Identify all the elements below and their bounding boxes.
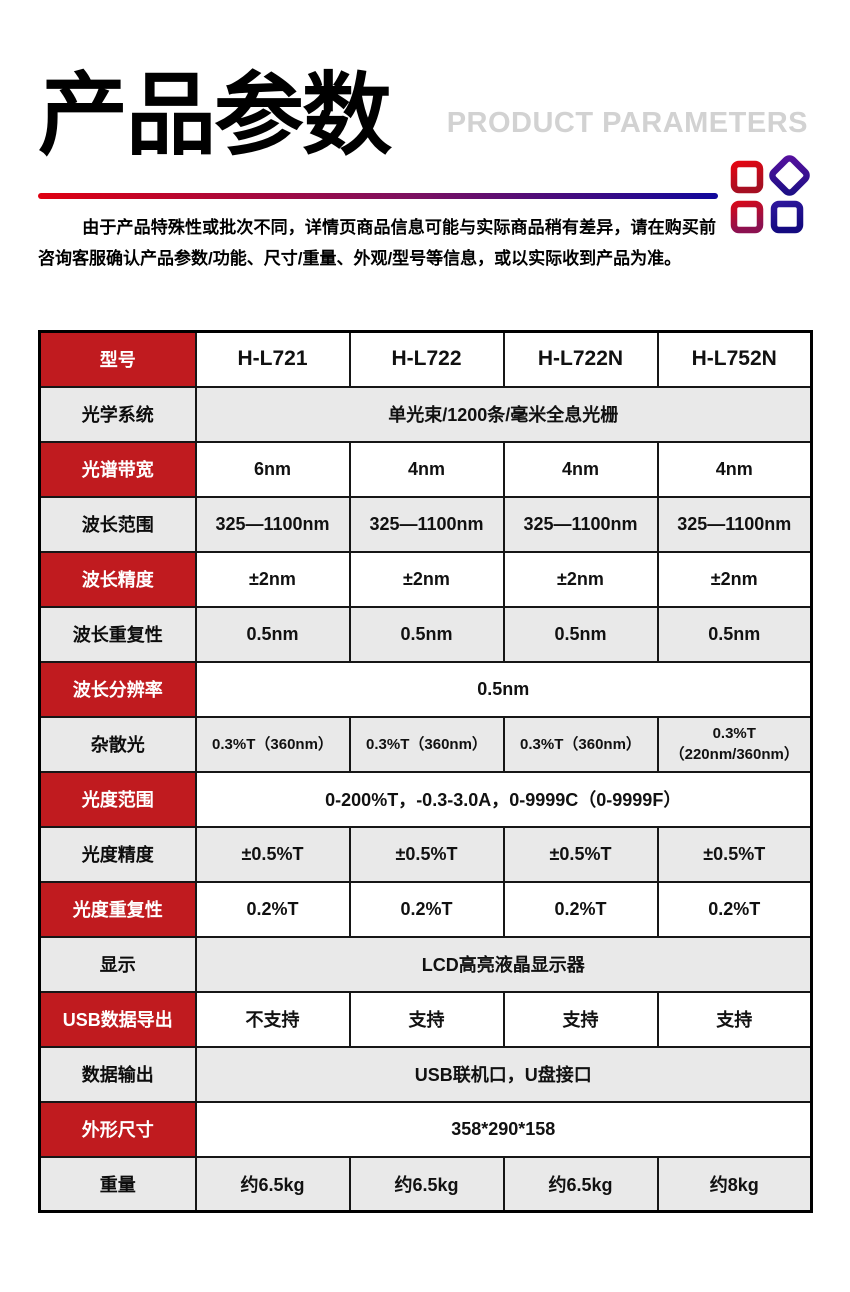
param-label: 波长重复性 [38,605,197,663]
param-value-span: 358*290*158 [194,1100,813,1158]
param-value: 325—1100nm [656,495,813,553]
param-value: H-L752N [656,330,813,388]
table-row-usb-export: USB数据导出 不支持 支持 支持 支持 [38,990,813,1048]
table-row-weight: 重量 约6.5kg 约6.5kg 约6.5kg 约8kg [38,1155,813,1213]
table-row-model: 型号 H-L721 H-L722 H-L722N H-L752N [38,330,813,388]
table-row-wavelength-repeatability: 波长重复性 0.5nm 0.5nm 0.5nm 0.5nm [38,605,813,663]
param-value: ±0.5%T [348,825,505,883]
table-row-bandwidth: 光谱带宽 6nm 4nm 4nm 4nm [38,440,813,498]
page-subtitle-en: PRODUCT PARAMETERS [446,107,808,139]
table-row-photometric-repeatability: 光度重复性 0.2%T 0.2%T 0.2%T 0.2%T [38,880,813,938]
param-value: 不支持 [194,990,351,1048]
param-value: 0.3%T（360nm） [348,715,505,773]
param-label: 光度重复性 [38,880,197,938]
table-row-stray-light: 杂散光 0.3%T（360nm） 0.3%T（360nm） 0.3%T（360n… [38,715,813,773]
param-value: 约6.5kg [348,1155,505,1213]
param-value-span: 单光束/1200条/毫米全息光栅 [194,385,813,443]
table-row-optical-system: 光学系统 单光束/1200条/毫米全息光栅 [38,385,813,443]
table-row-photometric-range: 光度范围 0-200%T，-0.3-3.0A，0-9999C（0-9999F） [38,770,813,828]
param-value: 325—1100nm [348,495,505,553]
param-value: 6nm [194,440,351,498]
param-value: 4nm [502,440,659,498]
param-value: 4nm [656,440,813,498]
param-value-span: LCD高亮液晶显示器 [194,935,813,993]
param-value: 0.5nm [348,605,505,663]
table-row-data-output: 数据输出 USB联机口，U盘接口 [38,1045,813,1103]
param-value-span: USB联机口，U盘接口 [194,1045,813,1103]
param-value: 0.3%T（360nm） [502,715,659,773]
param-label: 显示 [38,935,197,993]
param-label: 波长范围 [38,495,197,553]
param-value: 约8kg [656,1155,813,1213]
param-value: 0.5nm [502,605,659,663]
param-label: 波长精度 [38,550,197,608]
param-value: ±0.5%T [656,825,813,883]
param-value: 0.3%T（220nm/360nm） [656,715,813,773]
deco-diamond-icon [769,155,810,196]
param-value: H-L722 [348,330,505,388]
param-label: 重量 [38,1155,197,1213]
param-label: 杂散光 [38,715,197,773]
param-value: 支持 [502,990,659,1048]
param-label: 光度精度 [38,825,197,883]
param-value: ±2nm [194,550,351,608]
param-value: 325—1100nm [502,495,659,553]
param-label: 波长分辨率 [38,660,197,718]
table-row-photometric-accuracy: 光度精度 ±0.5%T ±0.5%T ±0.5%T ±0.5%T [38,825,813,883]
deco-square-blue-icon [770,200,804,234]
param-value: ±0.5%T [502,825,659,883]
param-value: ±2nm [502,550,659,608]
param-value: ±2nm [656,550,813,608]
table-row-wavelength-resolution: 波长分辨率 0.5nm [38,660,813,718]
deco-square-gradient-icon [730,200,764,234]
param-label: 数据输出 [38,1045,197,1103]
param-label: 光度范围 [38,770,197,828]
param-label: 外形尺寸 [38,1100,197,1158]
param-value: H-L721 [194,330,351,388]
product-parameters-table: 型号 H-L721 H-L722 H-L722N H-L752N 光学系统 单光… [38,330,813,1213]
param-value: 约6.5kg [194,1155,351,1213]
param-value: 0.2%T [348,880,505,938]
param-label: 型号 [38,330,197,388]
param-value: 0.3%T（360nm） [194,715,351,773]
param-value: 0.5nm [656,605,813,663]
param-value: 支持 [656,990,813,1048]
param-value: ±2nm [348,550,505,608]
param-value: 0.2%T [656,880,813,938]
param-label: 光谱带宽 [38,440,197,498]
param-label: USB数据导出 [38,990,197,1048]
deco-square-red-icon [730,160,764,194]
param-value: 0.2%T [502,880,659,938]
param-value: 0.2%T [194,880,351,938]
table-row-wavelength-range: 波长范围 325—1100nm 325—1100nm 325—1100nm 32… [38,495,813,553]
table-row-display: 显示 LCD高亮液晶显示器 [38,935,813,993]
table-row-dimensions: 外形尺寸 358*290*158 [38,1100,813,1158]
gradient-divider [38,193,718,199]
disclaimer-text: 由于产品特殊性或批次不同，详情页商品信息可能与实际商品稍有差异，请在购买前咨询客… [38,218,716,268]
param-label: 光学系统 [38,385,197,443]
param-value: ±0.5%T [194,825,351,883]
page-title: 产品参数 [38,66,392,166]
param-value-span: 0-200%T，-0.3-3.0A，0-9999C（0-9999F） [194,770,813,828]
param-value: 4nm [348,440,505,498]
param-value: 0.5nm [194,605,351,663]
deco-shapes-icon [730,155,810,234]
param-value: 支持 [348,990,505,1048]
param-value-span: 0.5nm [194,660,813,718]
table-row-wavelength-accuracy: 波长精度 ±2nm ±2nm ±2nm ±2nm [38,550,813,608]
param-value: 约6.5kg [502,1155,659,1213]
param-value: H-L722N [502,330,659,388]
param-value: 325—1100nm [194,495,351,553]
